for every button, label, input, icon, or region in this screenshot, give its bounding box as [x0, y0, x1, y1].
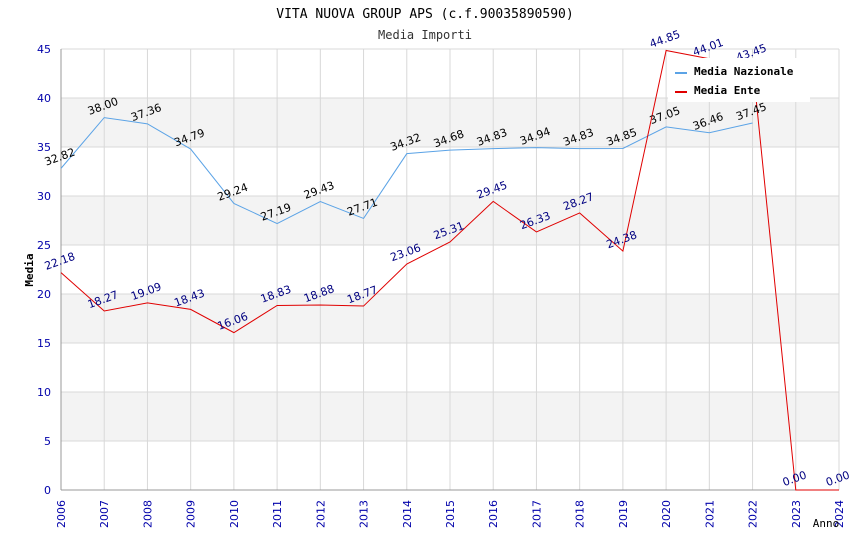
x-tick-label: 2019	[617, 500, 630, 528]
legend: Media Nazionale Media Ente	[668, 58, 810, 102]
x-tick-label: 2024	[833, 500, 846, 528]
y-tick-label: 0	[44, 484, 51, 497]
chart-title: VITA NUOVA GROUP APS (c.f.90035890590)	[276, 7, 573, 22]
x-tick-label: 2015	[444, 500, 457, 528]
y-tick-label: 45	[37, 43, 51, 56]
y-tick-label: 30	[37, 190, 51, 203]
y-axis-title: Media	[23, 253, 36, 286]
chart-subtitle: Media Importi	[378, 28, 472, 42]
x-tick-label: 2014	[401, 500, 414, 528]
x-axis-title: Anno	[813, 517, 840, 530]
y-tick-label: 40	[37, 92, 51, 105]
y-tick-label: 10	[37, 386, 51, 399]
y-tick-label: 15	[37, 337, 51, 350]
x-tick-label: 2013	[358, 500, 371, 528]
x-tick-label: 2007	[98, 500, 111, 528]
x-tick-label: 2016	[487, 500, 500, 528]
y-tick-label: 20	[37, 288, 51, 301]
y-tick-label: 25	[37, 239, 51, 252]
axes: 0 5 10 15 20 25 30 35 40 45 2006 2007 2008 2009 2010 20…	[37, 43, 846, 528]
x-tick-label: 2011	[271, 500, 284, 528]
x-tick-label: 2009	[185, 500, 198, 528]
x-tick-label: 2021	[703, 500, 716, 528]
data-label: 44.85	[648, 28, 682, 51]
x-tick-label: 2018	[574, 500, 587, 528]
x-tick-label: 2022	[747, 500, 760, 528]
x-tick-label: 2020	[660, 500, 673, 528]
legend-label-media-nazionale: Media Nazionale	[694, 65, 794, 78]
y-tick-label: 35	[37, 141, 51, 154]
x-tick-label: 2010	[228, 500, 241, 528]
legend-label-media-ente: Media Ente	[694, 84, 761, 97]
x-tick-label: 2008	[141, 500, 154, 528]
y-tick-label: 5	[44, 435, 51, 448]
x-tick-label: 2012	[314, 500, 327, 528]
x-tick-label: 2017	[530, 500, 543, 528]
x-tick-label: 2006	[55, 500, 68, 528]
legend-box	[668, 58, 810, 102]
series-line-media-nazionale	[60, 117, 753, 225]
x-tick-label: 2023	[790, 500, 803, 528]
